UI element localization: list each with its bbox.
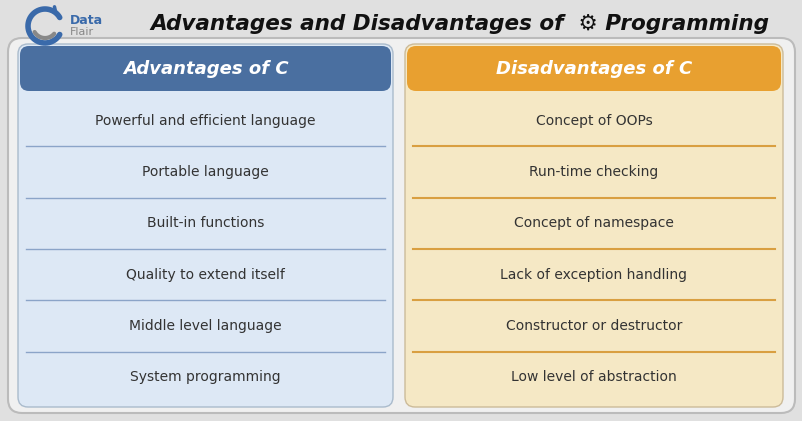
Text: System programming: System programming xyxy=(130,370,281,384)
FancyBboxPatch shape xyxy=(404,44,782,407)
FancyBboxPatch shape xyxy=(407,46,780,91)
Text: Disadvantages of C: Disadvantages of C xyxy=(496,59,691,77)
Text: Lack of exception handling: Lack of exception handling xyxy=(500,268,687,282)
Text: Flair: Flair xyxy=(70,27,94,37)
Text: Quality to extend itself: Quality to extend itself xyxy=(126,268,285,282)
Text: Concept of namespace: Concept of namespace xyxy=(513,216,673,230)
FancyBboxPatch shape xyxy=(18,44,392,407)
Text: Portable language: Portable language xyxy=(142,165,269,179)
Text: Concept of OOPs: Concept of OOPs xyxy=(535,114,651,128)
Text: Advantages and Disadvantages of  ⚙ Programming: Advantages and Disadvantages of ⚙ Progra… xyxy=(150,14,768,34)
Text: Run-time checking: Run-time checking xyxy=(529,165,658,179)
Text: Advantages of C: Advantages of C xyxy=(123,59,288,77)
Text: Powerful and efficient language: Powerful and efficient language xyxy=(95,114,315,128)
FancyBboxPatch shape xyxy=(20,46,391,91)
Text: Low level of abstraction: Low level of abstraction xyxy=(511,370,676,384)
Text: Constructor or destructor: Constructor or destructor xyxy=(505,319,682,333)
Text: Built-in functions: Built-in functions xyxy=(147,216,264,230)
Text: Middle level language: Middle level language xyxy=(129,319,282,333)
FancyBboxPatch shape xyxy=(8,38,794,413)
Text: Data: Data xyxy=(70,14,103,27)
